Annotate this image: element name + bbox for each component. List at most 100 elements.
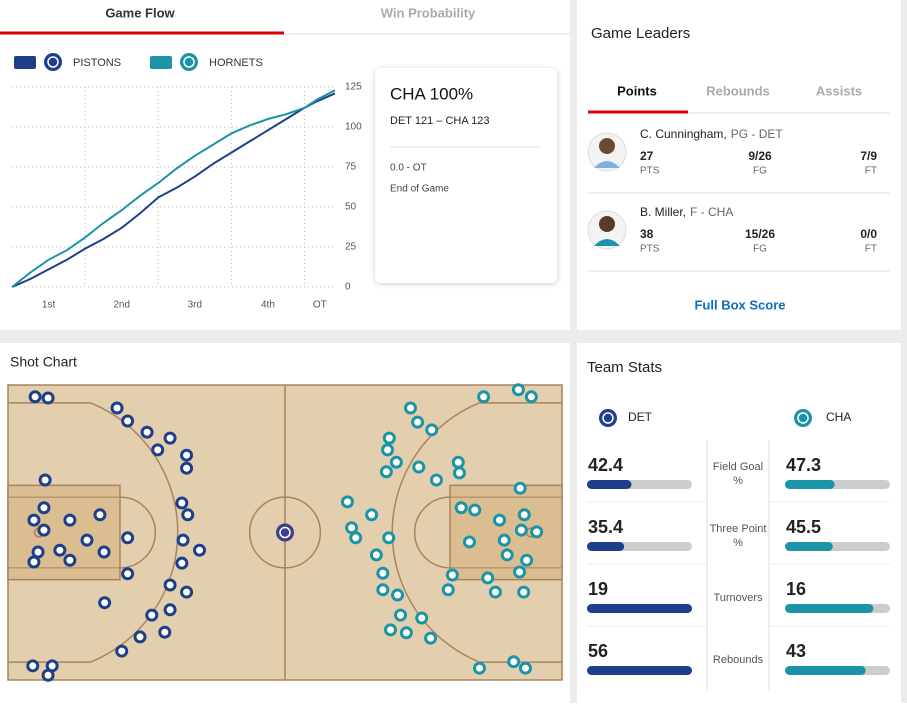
shot	[382, 431, 396, 445]
shot	[163, 431, 177, 445]
shot	[365, 508, 379, 522]
shot	[38, 473, 52, 487]
shot	[37, 523, 51, 537]
shot	[517, 585, 531, 599]
tab[interactable]: Assists	[816, 83, 862, 98]
shot	[415, 611, 429, 625]
team-logo	[183, 56, 195, 68]
shot	[383, 623, 397, 637]
stat-label-box: Rebounds	[713, 654, 763, 666]
shot	[530, 525, 544, 539]
x-tick-label: 3rd	[188, 300, 202, 311]
shot	[497, 533, 511, 547]
shot	[37, 501, 51, 515]
paint	[449, 496, 563, 569]
shot	[180, 461, 194, 475]
paint	[7, 496, 121, 569]
shot	[98, 596, 112, 610]
team-logo	[279, 526, 291, 539]
shot	[93, 508, 107, 522]
box-score-link[interactable]: Full Box Score	[694, 297, 785, 312]
shot	[507, 655, 521, 669]
legend-label: PISTONS	[73, 57, 121, 69]
court-line	[413, 496, 451, 569]
player-position: PG - DET	[731, 127, 784, 141]
shot	[391, 588, 405, 602]
stat-label-box: Three Point %	[710, 523, 767, 549]
shot	[115, 644, 129, 658]
shot	[121, 414, 135, 428]
stat-bar	[587, 542, 625, 551]
stat-bar	[587, 480, 632, 489]
shot	[175, 556, 189, 570]
stat-bar	[587, 604, 692, 613]
shot	[80, 533, 94, 547]
team-logo	[180, 53, 198, 71]
stat-label: PTS	[640, 166, 660, 177]
team-logo	[794, 409, 812, 427]
shot	[424, 631, 438, 645]
stat-value: 7/9	[860, 149, 877, 163]
y-tick-label: 75	[345, 162, 357, 173]
panel	[577, 343, 901, 703]
legend-swatch	[14, 56, 36, 69]
score-line	[11, 89, 336, 288]
tab[interactable]: Win Probability	[381, 5, 476, 20]
player-name: C. Cunningham,	[640, 127, 727, 141]
stat-label: PTS	[640, 244, 660, 255]
court-line	[248, 496, 322, 569]
shot	[399, 626, 413, 640]
shot	[404, 401, 418, 415]
x-tick-label: OT	[313, 300, 327, 311]
shot	[345, 521, 359, 535]
shot	[394, 608, 408, 622]
shot	[445, 568, 459, 582]
tab[interactable]: Game Flow	[105, 5, 175, 20]
tab[interactable]: Rebounds	[706, 83, 770, 98]
stat-value: 9/26	[748, 149, 772, 163]
shot	[451, 455, 465, 469]
stat-value: 56	[588, 641, 608, 661]
shot	[176, 533, 190, 547]
tab[interactable]: Points	[617, 83, 657, 98]
shot	[488, 585, 502, 599]
player-position: F - CHA	[690, 205, 733, 219]
y-tick-label: 125	[345, 82, 362, 93]
shot	[110, 401, 124, 415]
section-title: Shot Chart	[10, 354, 77, 370]
stat-label-box: Field Goal %	[712, 461, 764, 487]
card-score: DET 121 – CHA 123	[390, 115, 489, 127]
shot	[382, 531, 396, 545]
shot	[411, 415, 425, 429]
shot	[121, 567, 135, 581]
shot	[518, 661, 532, 675]
shot	[145, 608, 159, 622]
shot	[27, 555, 41, 569]
y-tick-label: 100	[345, 122, 362, 133]
stat-value: 45.5	[786, 517, 821, 537]
stat-value: 27	[640, 149, 654, 163]
shot	[472, 661, 486, 675]
shot	[41, 668, 55, 682]
player-avatar	[599, 138, 615, 154]
stat-label: FG	[753, 166, 767, 177]
team-logo	[602, 412, 614, 424]
shot	[452, 466, 466, 480]
shot	[26, 659, 40, 673]
panel	[577, 0, 901, 330]
shot	[63, 513, 77, 527]
shot	[513, 481, 527, 495]
player-avatar	[594, 239, 620, 246]
shot	[500, 548, 514, 562]
paint	[449, 484, 563, 581]
stat-value: 0/0	[860, 227, 877, 241]
shot	[181, 508, 195, 522]
shot	[180, 585, 194, 599]
shot	[441, 583, 455, 597]
shot	[493, 513, 507, 527]
team-abbr: CHA	[826, 410, 851, 424]
stat-value: 47.3	[786, 455, 821, 475]
stat-label: Field Goal %	[712, 461, 764, 487]
